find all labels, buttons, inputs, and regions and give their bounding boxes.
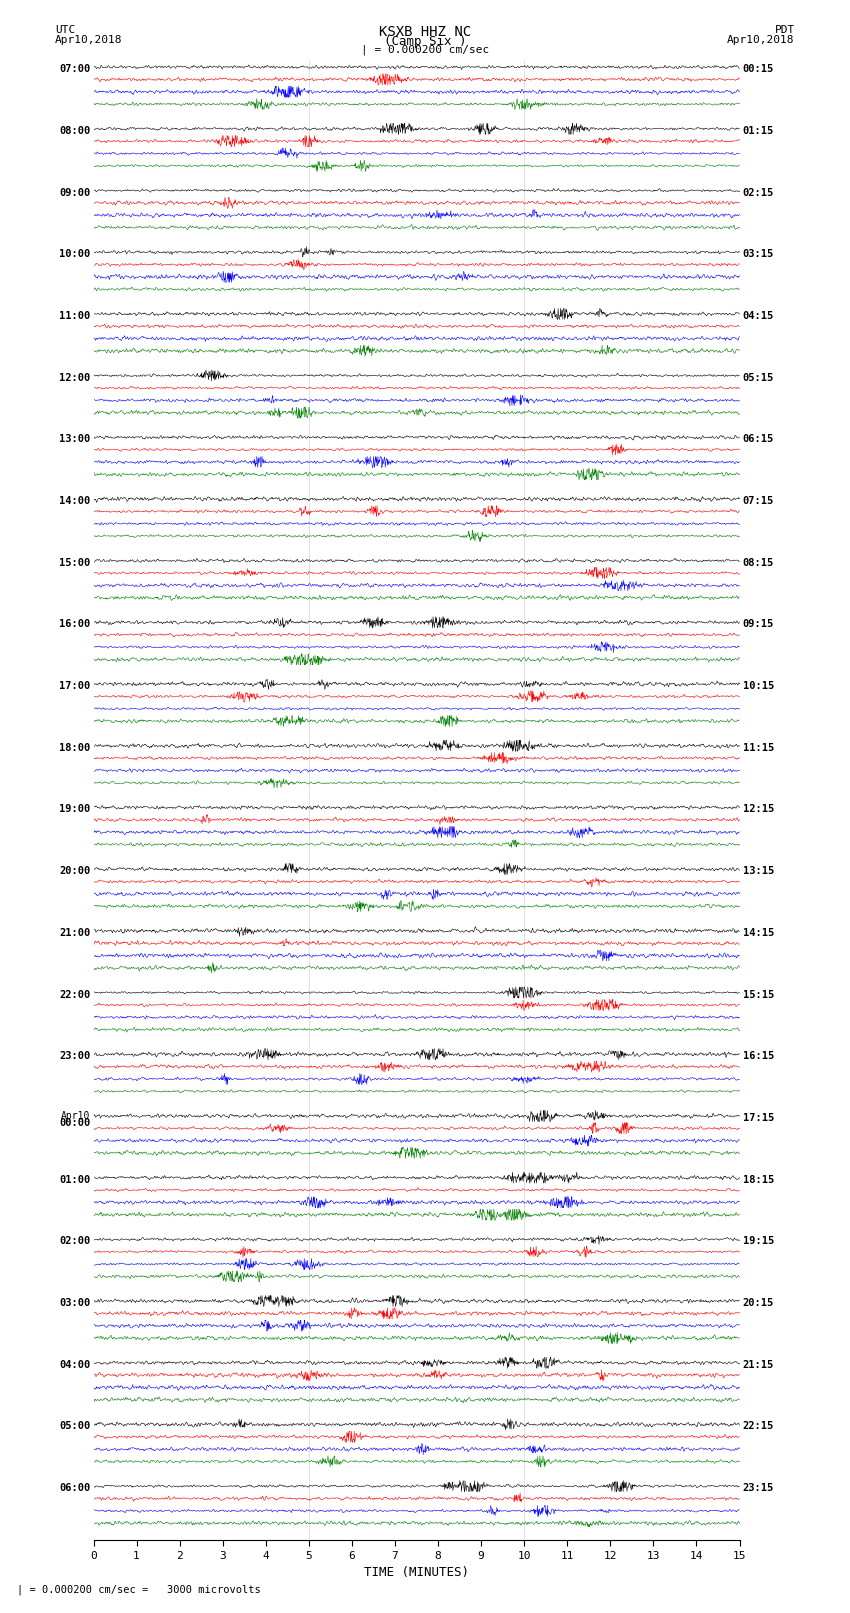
Text: 17:00: 17:00 [59,681,90,690]
Text: 07:00: 07:00 [59,65,90,74]
Text: | = 0.000200 cm/sec: | = 0.000200 cm/sec [361,44,489,55]
Text: 10:00: 10:00 [59,250,90,260]
Text: 13:00: 13:00 [59,434,90,444]
Text: 19:00: 19:00 [59,805,90,815]
Text: 11:00: 11:00 [59,311,90,321]
Text: 22:15: 22:15 [743,1421,774,1431]
X-axis label: TIME (MINUTES): TIME (MINUTES) [364,1566,469,1579]
Text: 21:15: 21:15 [743,1360,774,1369]
Text: 23:15: 23:15 [743,1484,774,1494]
Text: 08:00: 08:00 [59,126,90,135]
Text: 06:15: 06:15 [743,434,774,444]
Text: 16:15: 16:15 [743,1052,774,1061]
Text: Apr10,2018: Apr10,2018 [55,35,122,45]
Text: 20:15: 20:15 [743,1298,774,1308]
Text: 15:15: 15:15 [743,990,774,1000]
Text: 22:00: 22:00 [59,990,90,1000]
Text: 14:15: 14:15 [743,927,774,937]
Text: 03:15: 03:15 [743,250,774,260]
Text: 03:00: 03:00 [59,1298,90,1308]
Text: 02:00: 02:00 [59,1237,90,1247]
Text: 04:00: 04:00 [59,1360,90,1369]
Text: 00:15: 00:15 [743,65,774,74]
Text: 19:15: 19:15 [743,1237,774,1247]
Text: 18:00: 18:00 [59,744,90,753]
Text: 12:00: 12:00 [59,373,90,382]
Text: 18:15: 18:15 [743,1174,774,1184]
Text: 11:15: 11:15 [743,744,774,753]
Text: Apr10: Apr10 [61,1111,90,1121]
Text: 13:15: 13:15 [743,866,774,876]
Text: 07:15: 07:15 [743,497,774,506]
Text: 14:00: 14:00 [59,497,90,506]
Text: 10:15: 10:15 [743,681,774,690]
Text: Apr10,2018: Apr10,2018 [728,35,795,45]
Text: 23:00: 23:00 [59,1052,90,1061]
Text: 16:00: 16:00 [59,619,90,629]
Text: 12:15: 12:15 [743,805,774,815]
Text: 08:15: 08:15 [743,558,774,568]
Text: 21:00: 21:00 [59,927,90,937]
Text: 02:15: 02:15 [743,187,774,197]
Text: | = 0.000200 cm/sec =   3000 microvolts: | = 0.000200 cm/sec = 3000 microvolts [17,1584,261,1595]
Text: UTC: UTC [55,24,76,35]
Text: 09:00: 09:00 [59,187,90,197]
Text: 01:15: 01:15 [743,126,774,135]
Text: 01:00: 01:00 [59,1174,90,1184]
Text: 20:00: 20:00 [59,866,90,876]
Text: 17:15: 17:15 [743,1113,774,1123]
Text: 05:00: 05:00 [59,1421,90,1431]
Text: 06:00: 06:00 [59,1484,90,1494]
Text: (Camp Six ): (Camp Six ) [383,35,467,48]
Text: 05:15: 05:15 [743,373,774,382]
Text: 15:00: 15:00 [59,558,90,568]
Text: 04:15: 04:15 [743,311,774,321]
Text: KSXB HHZ NC: KSXB HHZ NC [379,24,471,39]
Text: 09:15: 09:15 [743,619,774,629]
Text: 00:00: 00:00 [59,1118,90,1127]
Text: PDT: PDT [774,24,795,35]
